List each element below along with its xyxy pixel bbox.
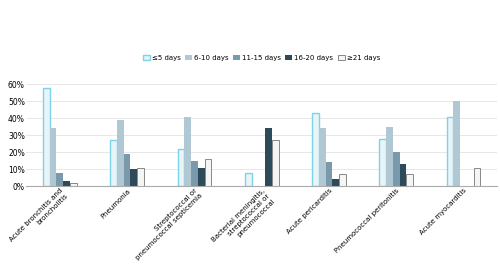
- Bar: [191, 161, 198, 186]
- Bar: [184, 116, 191, 186]
- Bar: [474, 167, 480, 186]
- Bar: [319, 128, 326, 186]
- Bar: [447, 116, 454, 186]
- Bar: [386, 127, 393, 186]
- Bar: [265, 128, 272, 186]
- Bar: [43, 88, 50, 186]
- Bar: [117, 120, 124, 186]
- Bar: [137, 167, 144, 186]
- Bar: [124, 154, 130, 186]
- Bar: [380, 139, 386, 186]
- Bar: [393, 152, 400, 186]
- Legend: ≤5 days, 6-10 days, 11-15 days, 16-20 days, ≥21 days: ≤5 days, 6-10 days, 11-15 days, 16-20 da…: [144, 55, 380, 61]
- Bar: [110, 140, 117, 186]
- Bar: [63, 181, 70, 186]
- Bar: [454, 101, 460, 186]
- Bar: [400, 164, 406, 186]
- Bar: [272, 140, 278, 186]
- Bar: [70, 183, 76, 186]
- Bar: [245, 173, 252, 186]
- Bar: [56, 173, 63, 186]
- Bar: [406, 174, 413, 186]
- Bar: [198, 167, 204, 186]
- Bar: [326, 162, 332, 186]
- Bar: [312, 113, 319, 186]
- Bar: [178, 149, 184, 186]
- Bar: [332, 180, 339, 186]
- Bar: [50, 128, 56, 186]
- Bar: [204, 159, 211, 186]
- Bar: [339, 174, 346, 186]
- Bar: [130, 169, 137, 186]
